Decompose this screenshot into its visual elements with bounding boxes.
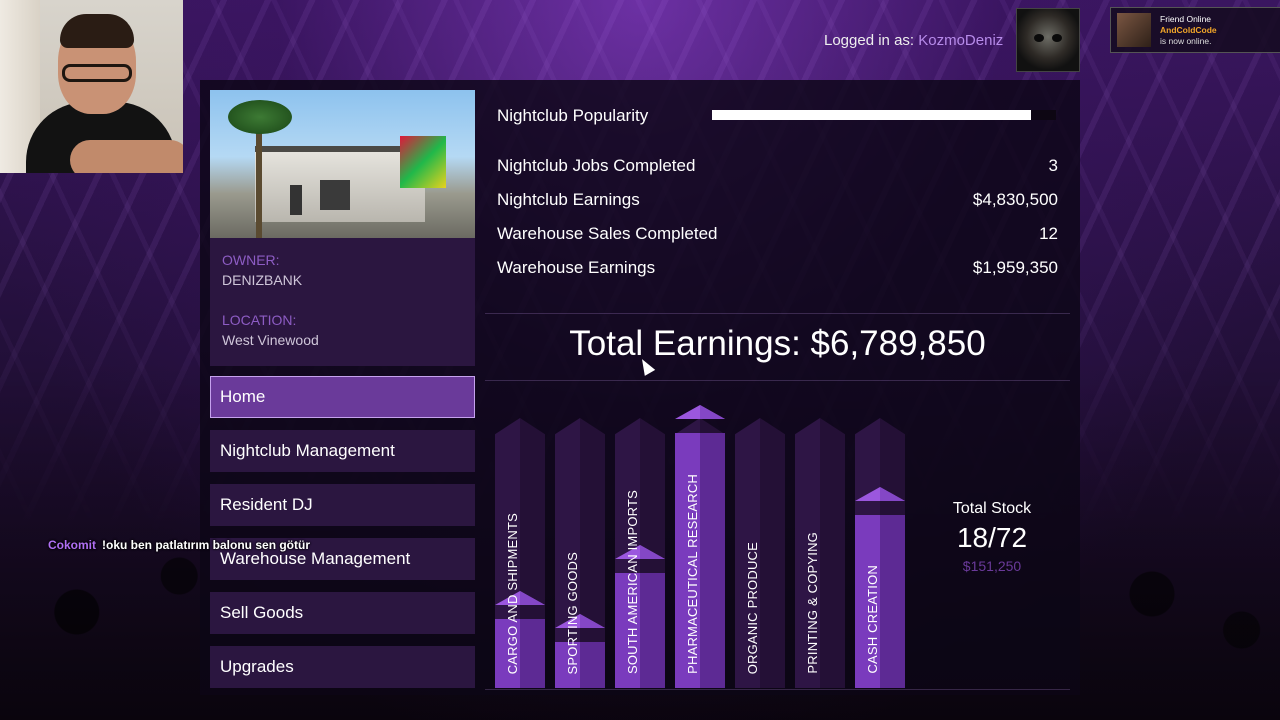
popularity-bar-fill — [712, 110, 1031, 120]
stock-category-label: ORGANIC PRODUCE — [745, 541, 760, 674]
stock-category-label: SPORTING GOODS — [565, 551, 580, 674]
stock-column: ORGANIC PRODUCE — [735, 418, 785, 688]
stock-column: PHARMACEUTICAL RESEARCH — [675, 405, 725, 688]
stock-bar — [675, 433, 725, 688]
stock-bar-cap — [555, 614, 605, 644]
stat-label-jobs: Nightclub Jobs Completed — [497, 156, 696, 175]
popularity-bar — [712, 110, 1056, 120]
menu-sell-goods[interactable]: Sell Goods — [210, 592, 475, 634]
stock-column-track — [795, 418, 845, 688]
stock-column: SOUTH AMERICAN IMPORTS — [615, 418, 665, 688]
stock-bar — [855, 515, 905, 688]
logged-in-prefix: Logged in as: — [824, 32, 915, 49]
menu-home[interactable]: Home — [210, 376, 475, 418]
stock-category-label: CASH CREATION — [865, 565, 880, 674]
popularity-label: Nightclub Popularity — [497, 106, 649, 125]
stat-label-nightclub-earnings: Nightclub Earnings — [497, 190, 640, 209]
menu-upgrades[interactable]: Upgrades — [210, 646, 475, 688]
stock-column: SPORTING GOODS — [555, 418, 605, 688]
stat-label-warehouse-sales: Warehouse Sales Completed — [497, 224, 718, 243]
stock-column: PRINTING & COPYING — [795, 418, 845, 688]
stock-bar — [555, 642, 605, 688]
stock-chart: CARGO AND SHIPMENTS SPORTING GOODS SOUTH A… — [490, 400, 920, 690]
menu-warehouse-management[interactable]: Warehouse Management — [210, 538, 475, 580]
location-value: West Vinewood — [222, 332, 319, 348]
owner-label: OWNER: — [222, 252, 280, 268]
stock-column: CARGO AND SHIPMENTS — [495, 418, 545, 688]
player-avatar — [1016, 8, 1080, 72]
total-stock-value: 18/72 — [956, 522, 1028, 553]
total-earnings: Total Earnings: $6,789,850 — [569, 324, 986, 363]
stock-bar-cap — [495, 591, 545, 621]
username: KozmoDeniz — [918, 32, 1004, 49]
stock-column-track — [735, 418, 785, 688]
stream-chat-message: Cokomit !oku ben patlatırım balonu sen gö… — [48, 538, 310, 552]
stock-bar-cap — [855, 487, 905, 517]
webcam-overlay — [0, 0, 183, 173]
stock-bar — [615, 573, 665, 688]
total-stock-money: $151,250 — [962, 558, 1022, 574]
friend-online-notification: Friend Online AndColdCode is now online. — [1110, 7, 1280, 53]
stat-value-warehouse-earnings: $1,959,350 — [972, 258, 1058, 277]
stock-bar-cap — [615, 545, 665, 575]
stat-value-warehouse-sales: 12 — [1039, 224, 1058, 243]
stock-category-label: CARGO AND SHIPMENTS — [505, 512, 520, 674]
stat-value-jobs: 3 — [1048, 156, 1058, 175]
chat-text: !oku ben patlatırım balonu sen götür — [102, 538, 311, 552]
notification-title: Friend Online — [1160, 14, 1212, 24]
logged-in-status: Logged in as: KozmoDeniz — [824, 32, 1003, 49]
location-label: LOCATION: — [222, 312, 297, 328]
divider-top — [485, 313, 1070, 314]
friend-avatar — [1117, 13, 1151, 47]
stat-value-nightclub-earnings: $4,830,500 — [972, 190, 1058, 209]
stock-bar-cap — [675, 405, 725, 435]
property-info: OWNER: DENIZBANK LOCATION: West Vinewood — [210, 238, 475, 366]
owner-value: DENIZBANK — [222, 272, 303, 288]
stock-category-label: PHARMACEUTICAL RESEARCH — [685, 474, 700, 674]
divider-bottom — [485, 380, 1070, 381]
notification-text: is now online. — [1160, 36, 1212, 46]
chat-user: Cokomit — [48, 538, 96, 552]
menu-resident-dj[interactable]: Resident DJ — [210, 484, 475, 526]
stock-bar — [495, 619, 545, 688]
stock-category-label: SOUTH AMERICAN IMPORTS — [625, 489, 640, 674]
stock-category-label: PRINTING & COPYING — [805, 532, 820, 674]
divider-chart-base — [485, 689, 1070, 690]
menu-nightclub-management[interactable]: Nightclub Management — [210, 430, 475, 472]
friend-name: AndColdCode — [1160, 25, 1217, 35]
total-stock-label: Total Stock — [952, 500, 1032, 517]
nightclub-photo — [210, 90, 475, 238]
stock-column: CASH CREATION — [855, 418, 905, 688]
stat-label-warehouse-earnings: Warehouse Earnings — [497, 258, 656, 277]
